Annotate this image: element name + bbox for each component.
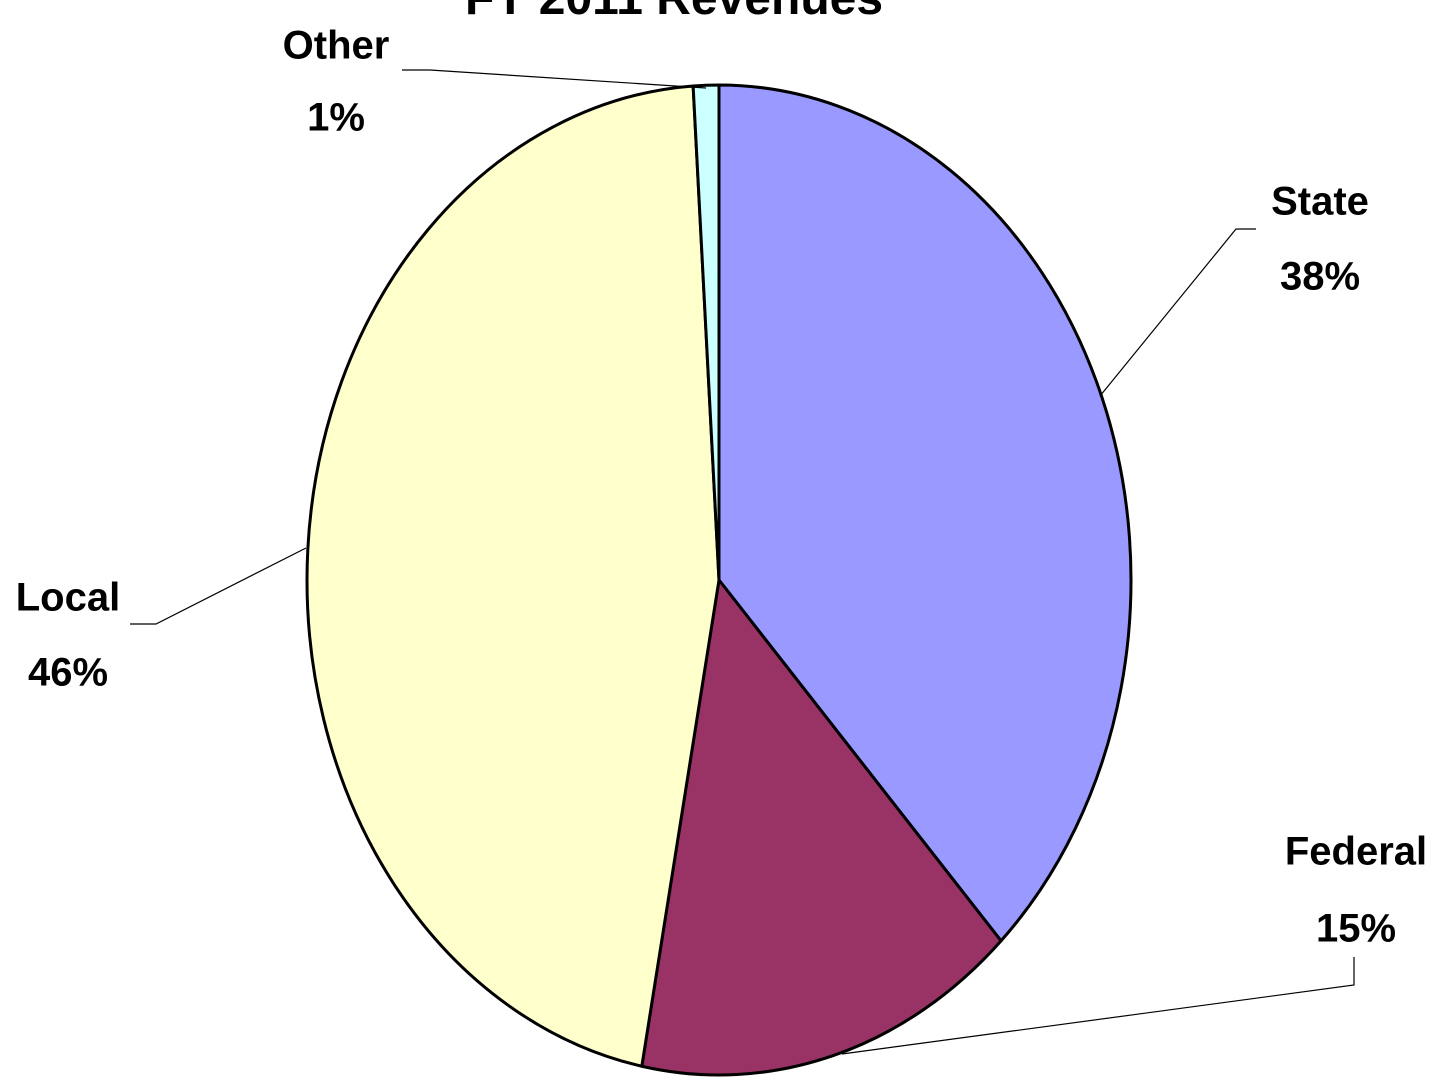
leader-line-local bbox=[130, 547, 307, 625]
pie-slices bbox=[305, 83, 1133, 1077]
slice-percent-other: 1% bbox=[307, 96, 365, 140]
slice-federal bbox=[640, 578, 1003, 1077]
leader-line-other bbox=[402, 69, 707, 89]
leader-line-federal bbox=[841, 957, 1355, 1055]
leader-line-state bbox=[1099, 228, 1256, 397]
chart-title: FY 2011 Revenues bbox=[465, 0, 883, 25]
leader-lines bbox=[130, 69, 1355, 1055]
slice-label-federal: Federal bbox=[1285, 830, 1427, 874]
slice-percent-local: 46% bbox=[28, 651, 108, 695]
slice-label-local: Local bbox=[16, 576, 120, 620]
slice-label-state: State bbox=[1271, 180, 1369, 224]
slice-percent-federal: 15% bbox=[1316, 907, 1396, 951]
slice-other bbox=[691, 83, 721, 582]
slice-local bbox=[305, 84, 721, 1068]
slice-state bbox=[717, 83, 1133, 943]
slice-labels: State 38% Federal 15% Local 46% Other 1% bbox=[16, 24, 1427, 951]
slice-percent-state: 38% bbox=[1280, 255, 1360, 299]
slice-label-other: Other bbox=[283, 24, 390, 68]
